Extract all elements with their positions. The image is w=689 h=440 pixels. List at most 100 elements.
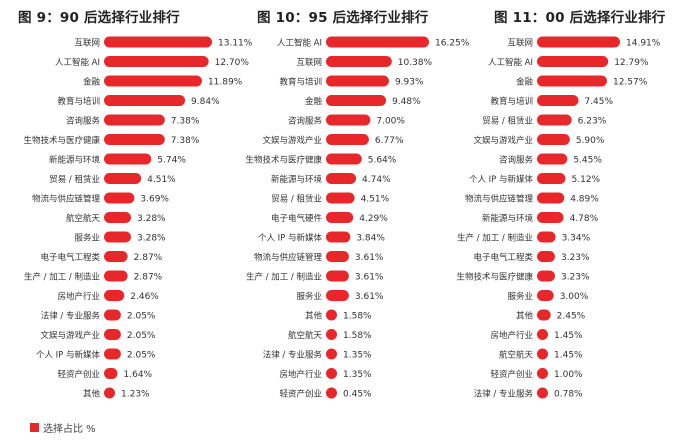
bar	[104, 192, 135, 204]
category-label: 互联网	[74, 39, 100, 49]
category-label: 其他	[305, 311, 323, 322]
value-label: 5.64%	[368, 156, 397, 166]
bar	[537, 192, 565, 204]
category-label: 电子电气硬件	[271, 213, 323, 224]
value-label: 4.74%	[362, 175, 391, 185]
bar	[537, 231, 556, 243]
value-label: 1.35%	[343, 370, 372, 380]
chart-panel-00s: 图 11：00 后选择行业排行 互联网 14.91% 人工智能 AI 12.79% 金融…	[456, 0, 689, 415]
bar	[326, 95, 387, 106]
bar	[537, 75, 607, 87]
value-label: 12.57%	[613, 78, 648, 88]
value-label: 7.38%	[171, 136, 200, 146]
category-label: 生产 / 加工 / 制造业	[246, 272, 322, 283]
value-label: 7.38%	[171, 117, 200, 127]
value-label: 3.34%	[562, 234, 591, 244]
bar	[104, 348, 121, 360]
category-label: 新能源与环境	[482, 213, 534, 224]
category-label: 房地产行业	[57, 291, 100, 302]
category-label: 生物技术与医疗健康	[245, 155, 322, 166]
bar	[104, 251, 128, 262]
value-label: 1.64%	[124, 370, 153, 380]
value-label: 1.23%	[121, 390, 150, 400]
bar	[326, 36, 429, 48]
bar	[326, 290, 349, 301]
category-label: 生产 / 加工 / 制造业	[457, 233, 533, 244]
value-label: 4.29%	[359, 214, 388, 224]
category-label: 人工智能 AI	[277, 38, 322, 49]
bar	[537, 114, 572, 126]
value-label: 3.61%	[355, 273, 384, 283]
bar	[104, 56, 209, 67]
category-label: 物流与供应链管理	[254, 252, 323, 263]
value-label: 7.45%	[584, 97, 613, 107]
category-label: 咨询服务	[499, 155, 534, 166]
category-label: 生物技术与医疗健康	[456, 272, 533, 283]
bar	[537, 95, 579, 106]
bar	[104, 95, 186, 106]
category-label: 教育与培训	[57, 96, 100, 107]
category-label: 房地产行业	[490, 330, 533, 341]
value-label: 1.58%	[343, 331, 372, 341]
category-label: 电子电气工程类	[473, 252, 533, 263]
value-label: 2.45%	[557, 312, 586, 322]
value-label: 16.25%	[435, 39, 470, 49]
bar	[326, 153, 362, 165]
bar	[537, 153, 568, 165]
value-label: 4.78%	[570, 214, 599, 224]
category-label: 金融	[83, 77, 101, 88]
category-label: 咨询服务	[66, 116, 101, 127]
value-label: 5.45%	[573, 156, 602, 166]
category-label: 贸易 / 租赁业	[482, 116, 533, 127]
value-label: 1.45%	[554, 331, 583, 341]
value-label: 4.51%	[147, 175, 176, 185]
value-label: 1.35%	[343, 351, 372, 361]
value-label: 2.87%	[134, 253, 163, 263]
value-label: 5.74%	[157, 156, 186, 166]
bar	[326, 387, 337, 399]
bar	[537, 212, 564, 223]
bar	[326, 231, 351, 243]
category-label: 人工智能 AI	[55, 57, 100, 68]
bar	[326, 173, 357, 184]
category-label: 文娱与游戏产业	[262, 135, 322, 146]
bar	[104, 270, 128, 282]
bar	[537, 368, 548, 379]
value-label: 9.48%	[392, 97, 421, 107]
bar	[326, 270, 349, 282]
bar	[537, 329, 548, 340]
value-label: 3.84%	[356, 234, 385, 244]
value-label: 7.00%	[376, 117, 405, 127]
bar	[537, 36, 620, 48]
value-label: 2.87%	[134, 273, 163, 283]
bar	[326, 251, 349, 262]
category-label: 生产 / 加工 / 制造业	[24, 272, 100, 283]
value-label: 3.28%	[137, 234, 166, 244]
category-label: 文娱与游戏产业	[473, 135, 533, 146]
category-label: 金融	[516, 77, 534, 88]
bar	[104, 212, 132, 223]
category-label: 服务业	[507, 291, 533, 302]
category-label: 文娱与游戏产业	[40, 330, 100, 341]
value-label: 5.12%	[572, 175, 601, 185]
bar	[326, 348, 337, 360]
category-label: 贸易 / 租赁业	[271, 194, 322, 205]
category-label: 互联网	[507, 39, 533, 49]
category-label: 法律 / 专业服务	[263, 350, 323, 361]
category-label: 贸易 / 租赁业	[49, 174, 100, 185]
category-label: 新能源与环境	[49, 155, 101, 166]
category-label: 航空航天	[499, 350, 534, 361]
bar	[104, 153, 152, 165]
category-label: 教育与培训	[490, 96, 533, 107]
bar-chart-90s: 互联网 13.11% 人工智能 AI 12.70% 金融 11.89% 教育与培训 9.84%…	[23, 36, 253, 400]
category-label: 人工智能 AI	[488, 57, 533, 68]
category-label: 电子电气工程类	[40, 252, 100, 263]
value-label: 3.28%	[137, 214, 166, 224]
value-label: 0.45%	[343, 390, 372, 400]
value-label: 2.05%	[127, 312, 156, 322]
bar	[326, 368, 337, 379]
value-label: 6.23%	[578, 117, 607, 127]
bar	[104, 309, 121, 321]
bar	[104, 36, 212, 48]
bar	[326, 75, 389, 87]
